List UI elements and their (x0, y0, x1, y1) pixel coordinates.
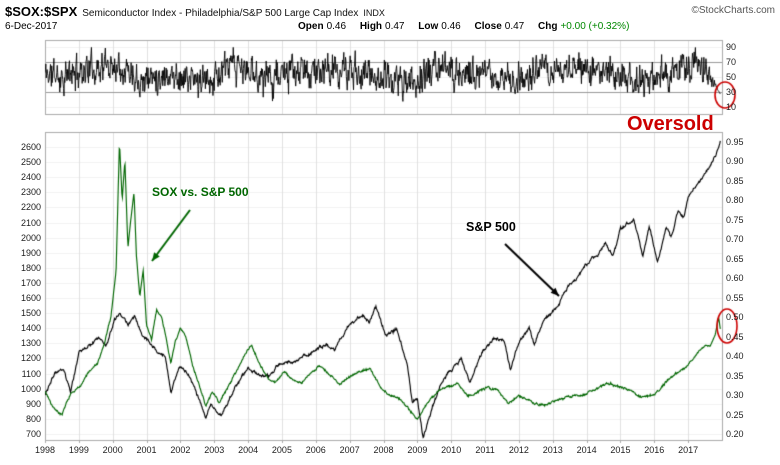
tick-label: 0.65 (726, 253, 744, 264)
tick-label: 10 (726, 101, 737, 112)
tick-label: 1500 (20, 308, 41, 319)
annotation-sp500: S&P 500 (466, 220, 516, 234)
tick-label: 700 (25, 428, 41, 439)
tick-label: 1400 (20, 323, 41, 334)
tick-label: 1300 (20, 338, 41, 349)
tick-label: 800 (25, 413, 41, 424)
tick-label: 0.70 (726, 234, 744, 245)
tick-label: 50 (726, 72, 737, 82)
tick-label: 1100 (21, 368, 41, 379)
tick-label: 900 (25, 398, 41, 409)
tick-label: 2600 (20, 142, 41, 153)
tick-label: 0.95 (726, 136, 744, 147)
tick-label: 2000 (102, 445, 123, 455)
tick-label: 90 (726, 42, 737, 53)
tick-label: 0.55 (726, 292, 744, 303)
annotation-sox-vs-sp500: SOX vs. S&P 500 (152, 185, 249, 199)
tick-label: 70 (726, 57, 737, 68)
tick-label: 2000 (20, 232, 41, 243)
tick-label: 2010 (441, 445, 462, 455)
tick-label: 2008 (373, 445, 394, 455)
tick-label: 0.75 (726, 214, 744, 225)
tick-label: 0.40 (726, 351, 744, 362)
tick-label: 2006 (305, 445, 326, 455)
tick-label: 2004 (238, 445, 259, 455)
tick-label: 30 (726, 86, 737, 97)
tick-label: 2300 (20, 187, 41, 198)
tick-label: 2003 (204, 445, 225, 455)
tick-label: 0.30 (726, 390, 744, 401)
tick-label: 2014 (576, 445, 597, 455)
tick-label: 0.50 (726, 312, 744, 323)
tick-label: 0.90 (726, 156, 744, 167)
tick-label: 2017 (678, 445, 699, 455)
tick-label: 2007 (339, 445, 360, 455)
tick-label: 0.35 (726, 370, 744, 381)
tick-label: 0.25 (726, 409, 744, 420)
tick-label: 0.60 (726, 273, 744, 284)
tick-label: 0.80 (726, 195, 744, 206)
tick-label: 0.20 (726, 429, 744, 440)
tick-label: 2400 (20, 172, 41, 183)
tick-label: 2011 (475, 445, 495, 455)
tick-label: 1900 (20, 247, 41, 258)
tick-label: 1600 (20, 293, 41, 304)
tick-label: 1200 (20, 353, 41, 364)
tick-label: 0.85 (726, 175, 744, 186)
tick-label: 2001 (136, 445, 157, 455)
tick-label: 1000 (20, 383, 41, 394)
tick-label: 2100 (20, 217, 41, 228)
tick-label: 1998 (34, 445, 56, 455)
tick-label: 2015 (610, 445, 631, 455)
annotation-oversold: Oversold (627, 113, 714, 135)
tick-label: 1999 (68, 445, 89, 455)
tick-label: 2005 (271, 445, 292, 455)
tick-label: 2013 (542, 445, 563, 455)
tick-label: 0.45 (726, 331, 744, 342)
tick-label: 2009 (407, 445, 428, 455)
tick-label: 1700 (20, 277, 41, 288)
tick-label: 2016 (644, 445, 665, 455)
tick-label: 2012 (508, 445, 529, 455)
tick-label: 2002 (170, 445, 191, 455)
tick-label: 2500 (20, 157, 41, 168)
tick-label: 1800 (20, 262, 41, 273)
tick-label: 2200 (20, 202, 41, 213)
